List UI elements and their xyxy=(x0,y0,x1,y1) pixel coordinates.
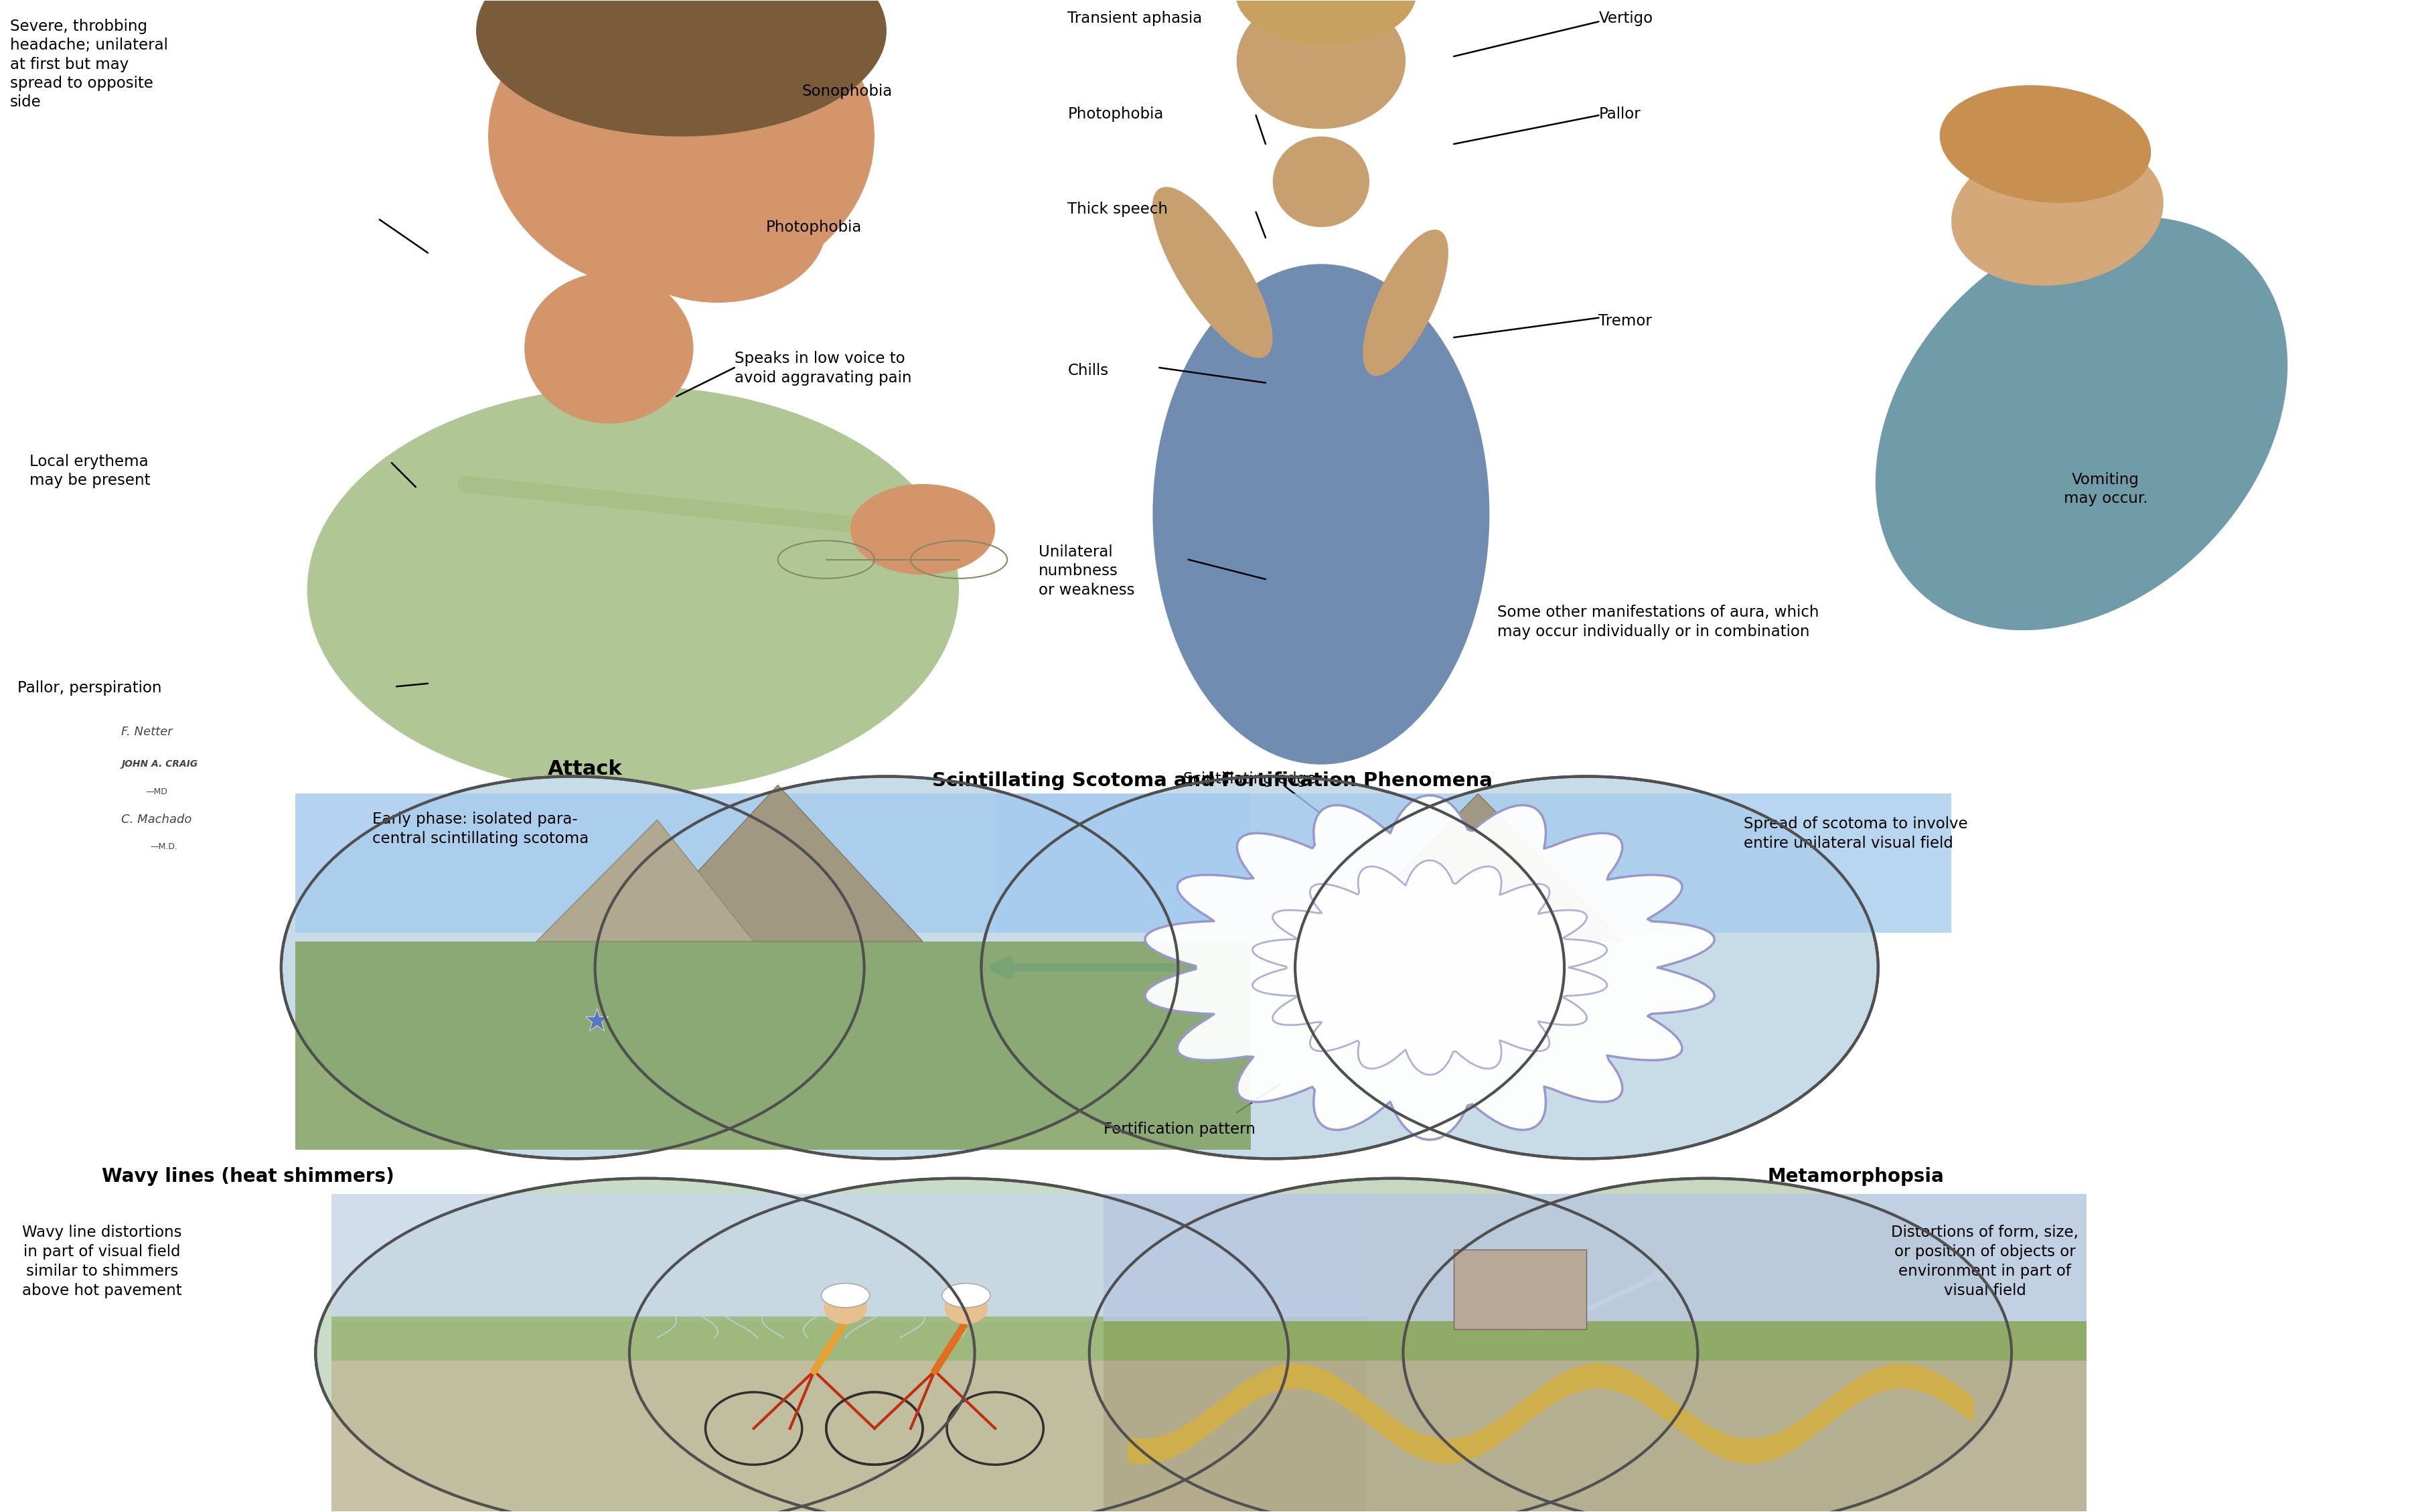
Ellipse shape xyxy=(477,0,886,136)
Polygon shape xyxy=(1145,795,1713,1140)
Text: —M.D.: —M.D. xyxy=(150,842,177,851)
Ellipse shape xyxy=(1362,230,1447,376)
Text: Wavy line distortions
in part of visual field
similar to shimmers
above hot pave: Wavy line distortions in part of visual … xyxy=(22,1225,182,1299)
Ellipse shape xyxy=(1237,0,1406,129)
Text: Spread of scotoma to involve
entire unilateral visual field: Spread of scotoma to involve entire unil… xyxy=(1742,816,1967,851)
Text: Distortions of form, size,
or position of objects or
environment in part of
visu: Distortions of form, size, or position o… xyxy=(1892,1225,2079,1299)
Text: Photophobia: Photophobia xyxy=(1067,106,1164,121)
Polygon shape xyxy=(537,820,753,942)
Ellipse shape xyxy=(595,776,1179,1158)
Text: Transient aphasia: Transient aphasia xyxy=(1067,11,1203,26)
Ellipse shape xyxy=(980,776,1563,1158)
Ellipse shape xyxy=(823,1291,866,1325)
Ellipse shape xyxy=(1951,139,2163,286)
Bar xyxy=(995,794,1951,933)
Ellipse shape xyxy=(820,1284,869,1308)
Bar xyxy=(295,942,1251,1151)
Bar xyxy=(1104,1321,2086,1361)
Text: Pallor: Pallor xyxy=(1600,106,1641,121)
Text: Tremor: Tremor xyxy=(1600,313,1653,328)
Text: Scintillating edge: Scintillating edge xyxy=(1183,771,1316,786)
Text: Thick speech: Thick speech xyxy=(1067,201,1169,216)
Ellipse shape xyxy=(1273,136,1370,227)
Polygon shape xyxy=(1333,794,1624,942)
Text: Unilateral
numbness
or weakness: Unilateral numbness or weakness xyxy=(1038,544,1135,597)
Ellipse shape xyxy=(629,1178,1287,1512)
Ellipse shape xyxy=(1941,85,2151,203)
FancyArrowPatch shape xyxy=(467,484,898,529)
Text: Chills: Chills xyxy=(1067,363,1108,378)
Ellipse shape xyxy=(1876,216,2287,631)
Ellipse shape xyxy=(307,386,958,794)
Ellipse shape xyxy=(1234,0,1416,45)
Text: Photophobia: Photophobia xyxy=(765,219,862,234)
Text: Severe, throbbing
headache; unilateral
at first but may
spread to opposite
side: Severe, throbbing headache; unilateral a… xyxy=(10,18,167,110)
Bar xyxy=(1104,1194,2086,1321)
Text: Early phase: isolated para-
central scintillating scotoma: Early phase: isolated para- central scin… xyxy=(373,812,588,847)
Text: Fortification pattern: Fortification pattern xyxy=(1104,1122,1256,1137)
Text: Metamorphopsia: Metamorphopsia xyxy=(1767,1167,1943,1185)
Bar xyxy=(1454,1250,1588,1329)
Text: Scintillating Scotoma and Fortification Phenomena: Scintillating Scotoma and Fortification … xyxy=(932,771,1493,789)
Ellipse shape xyxy=(849,484,995,575)
Text: Pallor, perspiration: Pallor, perspiration xyxy=(17,680,162,696)
Text: Local erythema
may be present: Local erythema may be present xyxy=(29,454,150,488)
Ellipse shape xyxy=(315,1178,975,1512)
Text: Attack: Attack xyxy=(547,759,622,779)
Bar xyxy=(332,1194,1367,1321)
Text: C. Machado: C. Machado xyxy=(121,813,191,826)
Ellipse shape xyxy=(1089,1178,1699,1512)
Bar xyxy=(332,1317,1367,1361)
Text: F. Netter: F. Netter xyxy=(121,726,172,738)
Polygon shape xyxy=(1254,860,1607,1075)
Text: JOHN A. CRAIG: JOHN A. CRAIG xyxy=(121,759,198,768)
Text: Vertigo: Vertigo xyxy=(1600,11,1653,26)
Ellipse shape xyxy=(281,776,864,1158)
Text: —MD: —MD xyxy=(145,788,167,797)
Ellipse shape xyxy=(489,0,874,295)
Text: Some other manifestations of aura, which
may occur individually or in combinatio: Some other manifestations of aura, which… xyxy=(1498,605,1820,640)
Ellipse shape xyxy=(1404,1178,2011,1512)
Ellipse shape xyxy=(1152,265,1488,765)
Ellipse shape xyxy=(941,1284,990,1308)
Text: Speaks in low voice to
avoid aggravating pain: Speaks in low voice to avoid aggravating… xyxy=(733,351,912,386)
Text: Wavy lines (heat shimmers): Wavy lines (heat shimmers) xyxy=(102,1167,394,1185)
Ellipse shape xyxy=(525,272,695,423)
Bar xyxy=(332,1321,1367,1512)
Ellipse shape xyxy=(1152,187,1273,358)
Polygon shape xyxy=(634,785,922,942)
Ellipse shape xyxy=(944,1291,987,1325)
Ellipse shape xyxy=(610,151,825,302)
Ellipse shape xyxy=(1295,776,1878,1158)
Bar xyxy=(1104,1321,2086,1512)
Bar xyxy=(295,794,1251,933)
Text: Vomiting
may occur.: Vomiting may occur. xyxy=(2064,472,2147,507)
Text: Sonophobia: Sonophobia xyxy=(801,83,893,98)
